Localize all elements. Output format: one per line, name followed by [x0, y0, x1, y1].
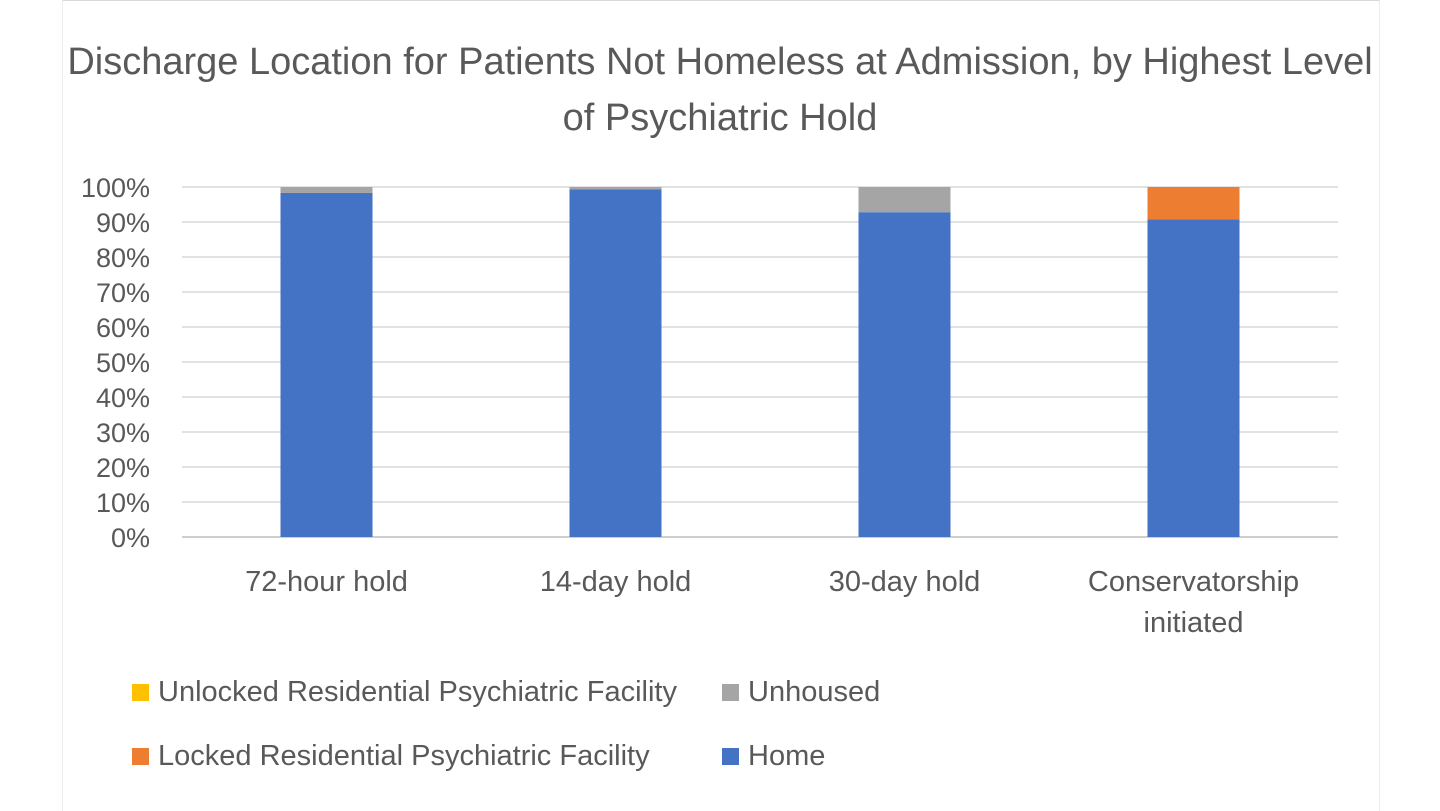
- legend-swatch: [132, 684, 149, 701]
- x-tick-label: 72-hour hold: [245, 566, 408, 598]
- x-tick-label: Conservatorship initiated: [1088, 566, 1299, 639]
- y-tick-label: 20%: [96, 453, 150, 483]
- y-tick-label: 30%: [96, 418, 150, 448]
- bar-segment-locked-residential-psychiatric-facility: [1147, 187, 1240, 220]
- legend-swatch: [722, 684, 739, 701]
- legend-swatch: [722, 748, 739, 765]
- chart-legend: Unlocked Residential Psychiatric Facilit…: [132, 676, 1032, 786]
- legend-item: Unlocked Residential Psychiatric Facilit…: [132, 676, 677, 709]
- legend-label: Unlocked Residential Psychiatric Facilit…: [158, 676, 677, 708]
- legend-label: Locked Residential Psychiatric Facility: [158, 740, 650, 772]
- legend-item: Home: [722, 740, 825, 773]
- bar-segment-home: [858, 212, 951, 537]
- legend-label: Home: [748, 740, 826, 772]
- y-tick-label: 90%: [96, 208, 150, 238]
- chart-title: Discharge Location for Patients Not Home…: [67, 41, 1373, 139]
- legend-swatch: [132, 748, 149, 765]
- y-tick-label: 0%: [111, 523, 150, 553]
- bar-segment-unhoused: [569, 187, 662, 190]
- y-tick-label: 80%: [96, 243, 150, 273]
- y-tick-label: 40%: [96, 383, 150, 413]
- y-tick-label: 100%: [81, 173, 150, 203]
- bar-segment-home: [569, 189, 662, 537]
- x-tick-label: 14-day hold: [540, 566, 692, 598]
- legend-label: Unhoused: [748, 676, 881, 708]
- bar-segment-unhoused: [280, 187, 373, 193]
- y-tick-label: 60%: [96, 313, 150, 343]
- y-tick-label: 10%: [96, 488, 150, 518]
- legend-item: Unhoused: [722, 676, 880, 709]
- bar-segment-home: [280, 192, 373, 537]
- legend-item: Locked Residential Psychiatric Facility: [132, 740, 650, 773]
- y-tick-label: 70%: [96, 278, 150, 308]
- bar-segment-home: [1147, 219, 1240, 537]
- y-tick-label: 50%: [96, 348, 150, 378]
- x-tick-label: 30-day hold: [829, 566, 981, 598]
- bar-segment-unhoused: [858, 187, 951, 213]
